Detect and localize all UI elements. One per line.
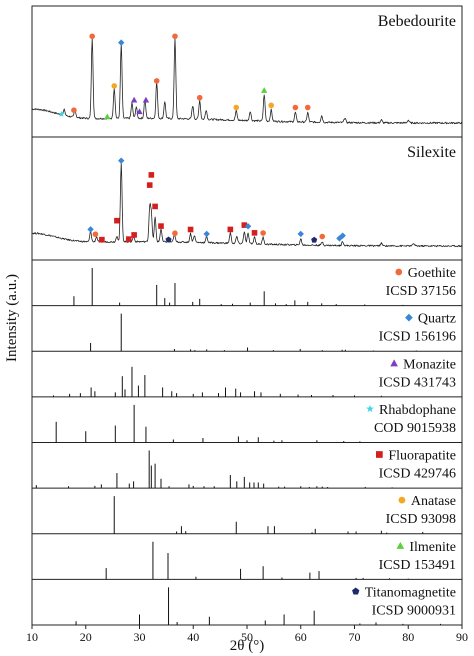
ilmenite-marker bbox=[261, 87, 268, 93]
x-tick-label: 20 bbox=[80, 630, 92, 644]
x-axis-label: 2θ (°) bbox=[230, 638, 264, 654]
anatase-marker bbox=[268, 102, 274, 109]
goethite-marker bbox=[172, 230, 178, 237]
phase-name: Quartz bbox=[418, 312, 456, 327]
x-axis: 10 20 30 40 50 60 70 80 90 bbox=[26, 625, 468, 644]
goethite-marker bbox=[319, 233, 326, 240]
anatase-marker bbox=[111, 83, 118, 89]
phase-markers bbox=[58, 33, 413, 595]
reference-sticks bbox=[35, 268, 441, 625]
fluorapatite-marker bbox=[227, 226, 234, 233]
panel-frames bbox=[31, 5, 463, 626]
fluorapatite-marker bbox=[99, 236, 105, 243]
fluorapatite-marker bbox=[125, 236, 132, 242]
quartz-marker bbox=[405, 313, 413, 322]
fluorapatite-marker bbox=[187, 226, 194, 233]
monazite-marker bbox=[142, 96, 150, 103]
quartz-marker bbox=[118, 39, 125, 46]
titanomagnetite-marker bbox=[311, 236, 318, 243]
quartz-marker bbox=[297, 230, 304, 238]
monazite-marker bbox=[130, 96, 138, 103]
phase-name: Monazite bbox=[403, 357, 456, 372]
goethite-marker bbox=[153, 78, 160, 84]
x-tick-label: 40 bbox=[187, 630, 199, 644]
phase-name: Ilmenite bbox=[409, 540, 456, 555]
goethite-marker bbox=[260, 230, 266, 236]
phase-name: Rhabdophane bbox=[379, 403, 456, 418]
rhabdophane-marker bbox=[58, 110, 65, 117]
phase-card: COD 9015938 bbox=[374, 421, 456, 436]
quartz-marker bbox=[244, 223, 252, 230]
plot-frame bbox=[31, 5, 463, 626]
fluorapatite-marker bbox=[148, 172, 155, 178]
phase-card: ICSD 156196 bbox=[379, 330, 456, 345]
fluorapatite-marker bbox=[146, 182, 153, 188]
phase-name: Fluorapatite bbox=[388, 449, 456, 464]
phase-name: Titanomagnetite bbox=[365, 585, 456, 600]
quartz-marker bbox=[118, 157, 125, 164]
phase-card: ICSD 153491 bbox=[379, 558, 456, 573]
goethite-marker bbox=[71, 107, 77, 113]
goethite-marker bbox=[172, 33, 178, 40]
phase-card: ICSD 9000931 bbox=[372, 603, 456, 618]
monazite-marker bbox=[136, 108, 143, 115]
anatase-marker bbox=[233, 104, 240, 111]
panel-labels: Bebedourite Silexite Goethite ICSD 37156 Qua… bbox=[365, 13, 456, 618]
phase-card: ICSD 431743 bbox=[379, 375, 456, 390]
y-axis-label: Intensity (a.u.) bbox=[4, 274, 20, 362]
x-tick-label: 90 bbox=[456, 630, 468, 644]
sample-label: Bebedourite bbox=[378, 13, 456, 30]
goethite-marker bbox=[304, 104, 311, 111]
fluorapatite-marker bbox=[375, 451, 383, 458]
x-tick-label: 70 bbox=[349, 630, 361, 644]
ilmenite-marker bbox=[104, 113, 111, 120]
anatase-marker bbox=[398, 496, 406, 504]
goethite-marker bbox=[196, 94, 203, 101]
goethite-marker bbox=[89, 33, 95, 40]
quartz-marker bbox=[203, 230, 210, 238]
goethite-marker bbox=[292, 104, 299, 111]
x-tick-label: 30 bbox=[134, 630, 146, 644]
phase-card: ICSD 429746 bbox=[379, 467, 456, 482]
phase-card: ICSD 37156 bbox=[386, 284, 456, 299]
monazite-marker bbox=[390, 359, 398, 367]
sample-patterns bbox=[31, 37, 463, 248]
x-tick-label: 80 bbox=[402, 630, 414, 644]
fluorapatite-marker bbox=[131, 232, 137, 238]
phase-name: Goethite bbox=[408, 266, 456, 281]
fluorapatite-marker bbox=[114, 217, 120, 224]
quartz-marker bbox=[87, 226, 94, 233]
titanomagnetite-marker bbox=[352, 587, 360, 595]
x-tick-label: 50 bbox=[241, 630, 253, 644]
fluorapatite-marker bbox=[241, 222, 248, 228]
ilmenite-marker bbox=[396, 541, 405, 549]
fluorapatite-marker bbox=[251, 230, 258, 236]
quartz-marker bbox=[339, 232, 346, 239]
phase-card: ICSD 93098 bbox=[386, 512, 456, 527]
fluorapatite-marker bbox=[152, 203, 158, 210]
sample-label: Silexite bbox=[407, 144, 456, 161]
goethite-marker bbox=[395, 268, 403, 276]
fluorapatite-marker bbox=[158, 223, 164, 229]
pattern-0 bbox=[31, 37, 463, 125]
phase-name: Anatase bbox=[411, 494, 456, 509]
x-tick-label: 10 bbox=[26, 630, 38, 644]
titanomagnetite-marker bbox=[165, 236, 172, 243]
rhabdophane-marker bbox=[366, 404, 374, 413]
x-tick-label: 60 bbox=[295, 630, 307, 644]
goethite-marker bbox=[92, 231, 99, 238]
